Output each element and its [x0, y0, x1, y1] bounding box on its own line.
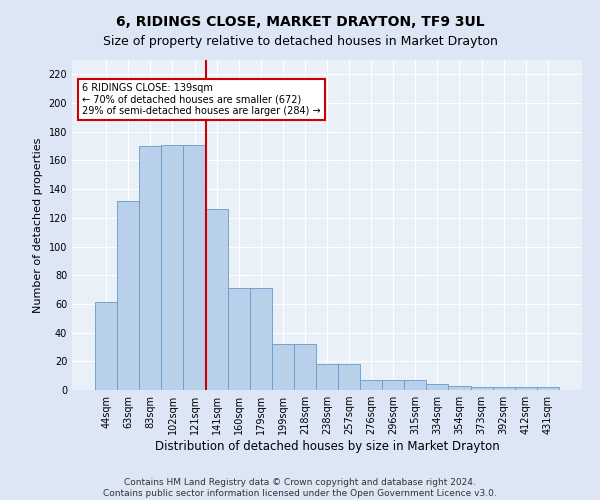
Y-axis label: Number of detached properties: Number of detached properties	[33, 138, 43, 312]
Bar	[206, 209, 227, 390]
Bar	[404, 380, 427, 390]
Bar	[316, 364, 338, 390]
Bar	[250, 288, 272, 390]
Bar	[515, 387, 537, 390]
Bar	[95, 302, 117, 390]
Text: 6 RIDINGS CLOSE: 139sqm
← 70% of detached houses are smaller (672)
29% of semi-d: 6 RIDINGS CLOSE: 139sqm ← 70% of detache…	[82, 83, 321, 116]
Bar	[294, 344, 316, 390]
Bar	[493, 387, 515, 390]
Text: Contains HM Land Registry data © Crown copyright and database right 2024.
Contai: Contains HM Land Registry data © Crown c…	[103, 478, 497, 498]
Bar	[184, 144, 206, 390]
Bar	[227, 288, 250, 390]
Bar	[382, 380, 404, 390]
Bar	[338, 364, 360, 390]
Bar	[537, 387, 559, 390]
Bar	[161, 144, 184, 390]
Bar	[470, 387, 493, 390]
Bar	[448, 386, 470, 390]
Text: 6, RIDINGS CLOSE, MARKET DRAYTON, TF9 3UL: 6, RIDINGS CLOSE, MARKET DRAYTON, TF9 3U…	[116, 15, 484, 29]
Bar	[360, 380, 382, 390]
Bar	[139, 146, 161, 390]
X-axis label: Distribution of detached houses by size in Market Drayton: Distribution of detached houses by size …	[155, 440, 499, 453]
Bar	[427, 384, 448, 390]
Bar	[272, 344, 294, 390]
Text: Size of property relative to detached houses in Market Drayton: Size of property relative to detached ho…	[103, 35, 497, 48]
Bar	[117, 200, 139, 390]
